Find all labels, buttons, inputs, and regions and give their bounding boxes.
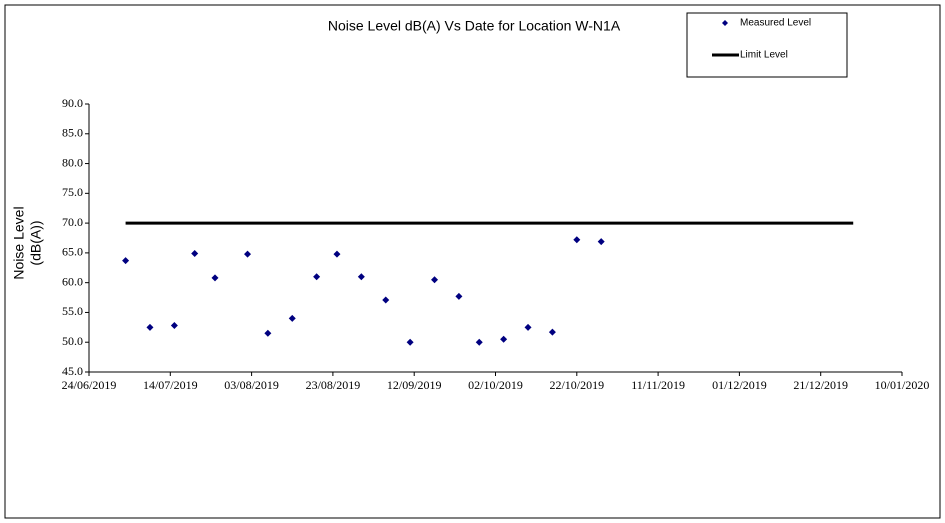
y-tick-label: 90.0	[62, 96, 83, 110]
data-point	[264, 329, 272, 337]
data-point	[406, 338, 414, 346]
data-point	[524, 323, 532, 331]
x-tick-label: 11/11/2019	[631, 378, 685, 392]
y-tick-label: 50.0	[62, 334, 83, 348]
data-point	[382, 296, 390, 304]
x-tick-label: 02/10/2019	[468, 378, 523, 392]
x-tick-label: 01/12/2019	[712, 378, 767, 392]
data-point	[170, 322, 178, 330]
data-point	[573, 236, 581, 244]
data-point	[122, 257, 130, 265]
y-tick-label: 65.0	[62, 245, 83, 259]
data-point	[455, 292, 463, 300]
data-point	[500, 335, 508, 343]
data-point	[288, 314, 296, 322]
y-tick-label: 85.0	[62, 126, 83, 140]
chart-frame	[4, 4, 941, 519]
y-tick-label: 80.0	[62, 155, 83, 169]
data-point	[431, 276, 439, 284]
data-point	[313, 273, 321, 281]
y-axis-label: Noise Level	[11, 206, 27, 279]
y-tick-label: 70.0	[62, 215, 83, 229]
data-point	[475, 338, 483, 346]
y-tick-label: 55.0	[62, 304, 83, 318]
data-point	[333, 250, 341, 258]
x-tick-label: 21/12/2019	[793, 378, 848, 392]
legend-marker	[722, 20, 728, 26]
y-axis-label: (dB(A))	[28, 220, 44, 265]
x-tick-label: 03/08/2019	[224, 378, 279, 392]
data-point	[357, 273, 365, 281]
legend-label: Limit Level	[740, 50, 788, 61]
legend-label: Measured Level	[740, 18, 811, 29]
y-tick-label: 60.0	[62, 274, 83, 288]
x-tick-label: 10/01/2020	[875, 378, 930, 392]
x-tick-label: 14/07/2019	[143, 378, 198, 392]
data-point	[548, 328, 556, 336]
data-point	[191, 249, 199, 257]
data-point	[211, 274, 219, 282]
chart-title: Noise Level dB(A) Vs Date for Location W…	[328, 18, 621, 34]
data-point	[244, 250, 252, 258]
y-tick-label: 45.0	[62, 364, 83, 378]
legend-box	[686, 12, 848, 78]
y-tick-label: 75.0	[62, 185, 83, 199]
x-tick-label: 23/08/2019	[306, 378, 361, 392]
data-point	[597, 238, 605, 246]
x-tick-label: 24/06/2019	[62, 378, 117, 392]
x-tick-label: 12/09/2019	[387, 378, 442, 392]
x-tick-label: 22/10/2019	[549, 378, 604, 392]
data-point	[146, 323, 154, 331]
